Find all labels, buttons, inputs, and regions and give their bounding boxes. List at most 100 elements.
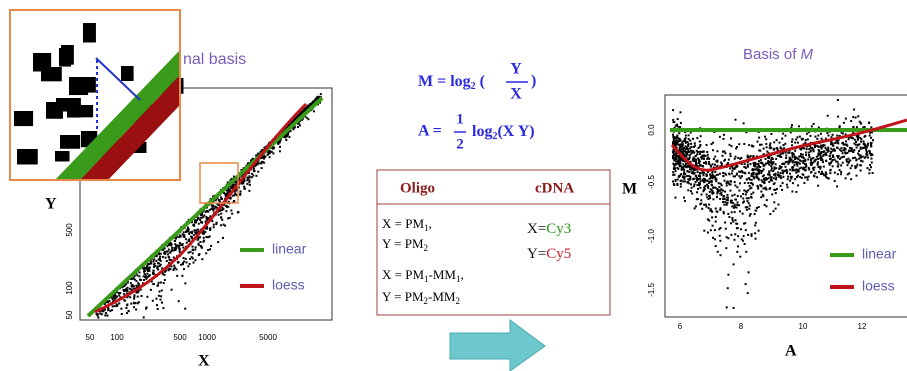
scatter-point — [797, 184, 799, 186]
scatter-point — [249, 184, 251, 186]
scatter-point — [719, 173, 721, 175]
scatter-point — [703, 172, 705, 174]
scatter-point — [148, 263, 150, 265]
scatter-point — [810, 150, 812, 152]
scatter-point — [121, 313, 123, 315]
scatter-point — [136, 285, 138, 287]
scatter-point — [842, 149, 844, 151]
scatter-point — [765, 158, 767, 160]
scatter-point — [120, 308, 122, 310]
scatter-point — [781, 138, 783, 140]
scatter-point — [709, 191, 711, 193]
scatter-point — [806, 133, 808, 135]
scatter-point — [783, 144, 785, 146]
scatter-point — [776, 188, 778, 190]
scatter-point — [801, 138, 803, 140]
scatter-point — [712, 142, 714, 144]
scatter-point — [678, 132, 680, 134]
scatter-point — [159, 265, 161, 267]
scatter-point — [734, 239, 736, 241]
scatter-point — [826, 149, 828, 151]
scatter-point — [753, 177, 755, 179]
scatter-point — [243, 186, 245, 188]
scatter-point — [758, 179, 760, 181]
scatter-point — [785, 161, 787, 163]
scatter-point — [157, 284, 159, 286]
scatter-point — [166, 260, 168, 262]
scatter-point — [155, 298, 157, 300]
scatter-point — [714, 156, 716, 158]
scatter-point — [792, 156, 794, 158]
scatter-point — [755, 173, 757, 175]
scatter-point — [673, 157, 675, 159]
scatter-point — [701, 194, 703, 196]
scatter-point — [723, 195, 725, 197]
scatter-point — [702, 179, 704, 181]
scatter-point — [870, 166, 872, 168]
scatter-point — [685, 145, 687, 147]
scatter-point — [755, 222, 757, 224]
scatter-point — [837, 173, 839, 175]
scatter-point — [707, 187, 709, 189]
scatter-point — [804, 159, 806, 161]
scatter-point — [745, 194, 747, 196]
scatter-point — [731, 170, 733, 172]
scatter-point — [821, 171, 823, 173]
y-label: M — [622, 181, 637, 198]
scatter-point — [758, 173, 760, 175]
scatter-point — [220, 224, 222, 226]
scatter-point — [178, 247, 180, 249]
scatter-point — [147, 267, 149, 269]
scatter-point — [758, 149, 760, 151]
scatter-point — [152, 300, 154, 302]
scatter-point — [152, 260, 154, 262]
scatter-point — [862, 160, 864, 162]
scatter-point — [771, 176, 773, 178]
scatter-point — [706, 196, 708, 198]
scatter-point — [722, 155, 724, 157]
scatter-point — [96, 313, 98, 315]
scatter-point — [720, 183, 722, 185]
scatter-point — [167, 253, 169, 255]
scatter-point — [758, 230, 760, 232]
scatter-point — [686, 147, 688, 149]
scatter-point — [99, 313, 101, 315]
scatter-point — [188, 252, 190, 254]
scatter-point — [155, 260, 157, 262]
scatter-point — [763, 148, 765, 150]
scatter-point — [126, 312, 128, 314]
scatter-point — [693, 185, 695, 187]
scatter-point — [143, 271, 145, 273]
scatter-point — [805, 152, 807, 154]
scatter-point — [697, 151, 699, 153]
scatter-point — [747, 164, 749, 166]
scatter-point — [727, 194, 729, 196]
scatter-point — [213, 224, 215, 226]
scatter-point — [858, 150, 860, 152]
scatter-point — [853, 149, 855, 151]
scatter-point — [796, 161, 798, 163]
scatter-point — [805, 139, 807, 141]
scatter-point — [699, 153, 701, 155]
scatter-point — [858, 158, 860, 160]
scatter-point — [261, 161, 263, 163]
scatter-point — [751, 179, 753, 181]
scatter-point — [195, 221, 197, 223]
scatter-point — [123, 299, 125, 301]
scatter-point — [826, 132, 828, 134]
scatter-point — [768, 173, 770, 175]
scatter-point — [695, 178, 697, 180]
scatter-point — [193, 229, 195, 231]
scatter-point — [118, 292, 120, 294]
scatter-point — [705, 204, 707, 206]
scatter-point — [193, 262, 195, 264]
scatter-point — [842, 162, 844, 164]
scatter-point — [133, 298, 135, 300]
table-cell: Y = PM2 — [382, 236, 428, 253]
scatter-point — [775, 177, 777, 179]
scatter-point — [759, 184, 761, 186]
formulas: M = log2 ( Y X ) A = 1 2 log2(X Y) — [418, 61, 536, 153]
scatter-point — [133, 302, 135, 304]
scatter-point — [850, 167, 852, 169]
scatter-point — [189, 258, 191, 260]
